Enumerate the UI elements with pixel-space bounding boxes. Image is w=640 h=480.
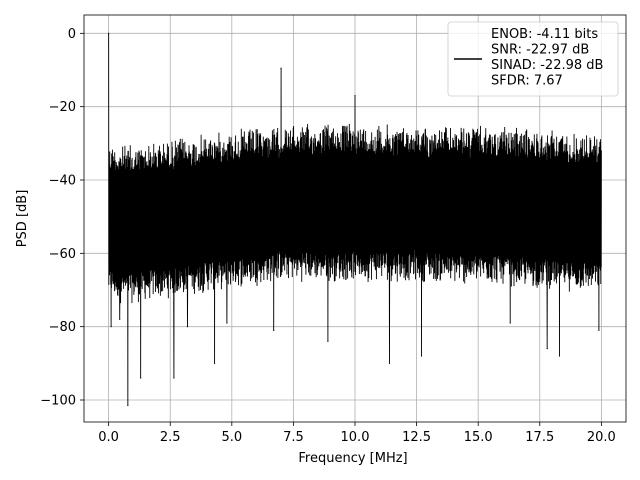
- legend-entry-psd: ENOB: -4.11 bits SNR: -22.97 dB SINAD: -22…: [491, 27, 603, 89]
- y-tick-label: −100: [40, 394, 76, 409]
- spectral-dip-point: [226, 322, 228, 324]
- plot-area: [108, 32, 602, 407]
- x-tick-label: 17.5: [525, 430, 554, 445]
- legend: ENOB: -4.11 bits SNR: -22.97 dB SINAD: -22…: [447, 21, 619, 97]
- spectral-dip-point: [509, 322, 511, 324]
- x-axis-label: Frequency [MHz]: [298, 451, 407, 466]
- x-tick-label: 7.5: [283, 430, 304, 445]
- spectral-peak-point: [280, 67, 282, 69]
- legend-entry-line: SINAD: -22.98 dB: [491, 58, 603, 73]
- legend-entry-line: SNR: -22.97 dB: [491, 43, 589, 58]
- spectral-dip-point: [110, 326, 112, 328]
- x-tick-label: 12.5: [402, 430, 431, 445]
- spectral-dip-point: [119, 318, 121, 320]
- legend-entry-line: ENOB: -4.11 bits: [491, 27, 598, 42]
- spectral-dip-point: [327, 340, 329, 342]
- x-tick-label: 10.0: [341, 430, 370, 445]
- y-axis-label: PSD [dB]: [15, 190, 30, 248]
- spectral-dip-point: [388, 362, 391, 364]
- y-tick-label: −40: [49, 174, 76, 189]
- legend-box: [447, 21, 619, 97]
- spectral-dip-point: [273, 329, 275, 331]
- x-tick-label: 5.0: [221, 430, 242, 445]
- spectral-peak-point: [354, 95, 356, 97]
- spectral-dip-point: [420, 355, 423, 357]
- x-axis: 0.0 2.5 5.0 7.5 10.0 12.5 15.0 17.5 20.0: [98, 422, 616, 445]
- x-tick-label: 2.5: [160, 430, 181, 445]
- y-axis: 0 −20 −40 −60 −80 −100: [40, 27, 84, 409]
- spectral-dip-point: [598, 329, 600, 331]
- spectral-dip-point: [127, 404, 129, 407]
- spectral-dip-point: [173, 377, 175, 379]
- y-tick-label: 0: [68, 27, 76, 42]
- y-tick-label: −20: [49, 100, 76, 115]
- spectral-dip-point: [213, 362, 216, 364]
- y-tick-label: −80: [49, 320, 76, 335]
- x-tick-label: 0.0: [98, 430, 119, 445]
- x-tick-label: 15.0: [464, 430, 493, 445]
- x-tick-label: 20.0: [587, 430, 616, 445]
- spectral-dip-point: [546, 348, 548, 350]
- spectral-dip-point: [186, 326, 189, 328]
- y-tick-label: −60: [49, 247, 76, 262]
- legend-entry-line: SFDR: 7.67: [491, 74, 563, 89]
- spectral-dip-point: [140, 377, 142, 379]
- spectral-peak-point: [108, 32, 110, 34]
- spectral-dip-point: [558, 355, 561, 357]
